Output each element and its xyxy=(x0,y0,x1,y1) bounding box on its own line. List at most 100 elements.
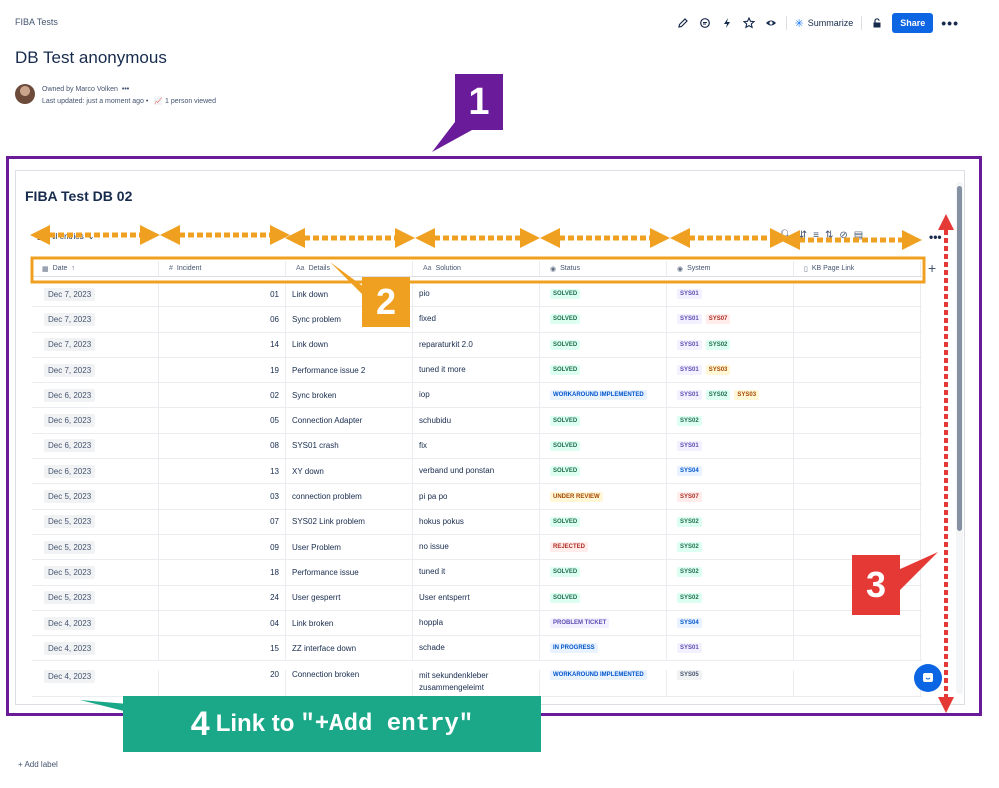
kb-page-link-cell[interactable] xyxy=(794,307,921,332)
system-cell[interactable]: SYS04 xyxy=(667,459,794,484)
table-row[interactable]: Dec 6, 2023 02 Sync broken iop WORKAROUND IM… xyxy=(32,383,922,409)
incident-cell[interactable]: 06 xyxy=(159,307,286,332)
column-header[interactable]: ▯ KB Page Link xyxy=(794,261,921,276)
edit-pencil-icon[interactable] xyxy=(676,16,690,30)
kb-page-link-cell[interactable] xyxy=(794,509,921,534)
details-cell[interactable]: Connection Adapter xyxy=(286,408,413,433)
solution-cell[interactable]: verband und ponstan xyxy=(413,459,540,484)
incident-cell[interactable]: 07 xyxy=(159,509,286,534)
system-cell[interactable]: SYS01 SYS02 xyxy=(667,332,794,357)
status-cell[interactable]: SOLVED xyxy=(540,459,667,484)
solution-cell[interactable]: schubidu xyxy=(413,408,540,433)
scrollbar-thumb[interactable] xyxy=(957,186,962,531)
hide-fields-icon[interactable]: ⊘ xyxy=(839,230,848,241)
sort-ascending-icon[interactable]: ↑ xyxy=(71,265,75,272)
status-cell[interactable]: REJECTED xyxy=(540,534,667,560)
status-cell[interactable]: SOLVED xyxy=(540,307,667,332)
table-row[interactable]: Dec 7, 2023 01 Link down pio SOLVED SYS01 xyxy=(32,282,922,308)
table-row[interactable]: Dec 7, 2023 06 Sync problem fixed SOLVED SYS0… xyxy=(32,307,922,333)
table-row[interactable]: Dec 4, 2023 15 ZZ interface down schade IN P… xyxy=(32,636,922,662)
table-row[interactable]: Dec 5, 2023 03 connection problem pi pa po U… xyxy=(32,484,922,510)
incident-cell[interactable]: 18 xyxy=(159,560,286,585)
solution-cell[interactable]: no issue xyxy=(413,534,540,560)
details-cell[interactable]: User gesperrt xyxy=(286,585,413,610)
automation-bolt-icon[interactable] xyxy=(720,16,734,30)
solution-cell[interactable]: iop xyxy=(413,383,540,408)
details-cell[interactable]: Performance issue 2 xyxy=(286,357,413,383)
date-cell[interactable]: Dec 6, 2023 xyxy=(32,433,159,459)
kb-page-link-cell[interactable] xyxy=(794,357,921,383)
status-cell[interactable]: SOLVED xyxy=(540,282,667,307)
table-row[interactable]: Dec 5, 2023 07 SYS02 Link problem hokus pok… xyxy=(32,509,922,535)
add-label-button[interactable]: + Add label xyxy=(18,760,58,769)
table-row[interactable]: Dec 6, 2023 08 SYS01 crash fix SOLVED SYS01 xyxy=(32,433,922,460)
system-cell[interactable]: SYS02 xyxy=(667,509,794,534)
details-cell[interactable]: SYS01 crash xyxy=(286,433,413,459)
solution-cell[interactable]: tuned it xyxy=(413,560,540,585)
page-more-actions-button[interactable]: ••• xyxy=(941,15,959,31)
view-selector[interactable]: ▦ All entries ⌄ xyxy=(37,232,94,241)
add-column-button[interactable]: + xyxy=(928,260,937,276)
kb-page-link-cell[interactable] xyxy=(794,332,921,357)
system-cell[interactable]: SYS02 xyxy=(667,560,794,585)
kb-page-link-cell[interactable] xyxy=(794,585,921,610)
incident-cell[interactable]: 01 xyxy=(159,282,286,307)
system-cell[interactable]: SYS01 SYS07 xyxy=(667,307,794,332)
details-cell[interactable]: Connection broken xyxy=(286,670,413,697)
details-cell[interactable]: Performance issue xyxy=(286,560,413,585)
system-cell[interactable]: SYS01 SYS03 xyxy=(667,357,794,383)
incident-cell[interactable]: 03 xyxy=(159,484,286,509)
watch-eye-icon[interactable] xyxy=(764,16,778,30)
column-header[interactable]: ◉ Status xyxy=(540,261,667,276)
table-row[interactable]: Dec 7, 2023 14 Link down reparaturkit 2.0 SO… xyxy=(32,332,922,358)
details-cell[interactable]: Sync broken xyxy=(286,383,413,408)
chat-help-button[interactable] xyxy=(914,664,942,692)
solution-cell[interactable]: hokus pokus xyxy=(413,509,540,534)
incident-cell[interactable]: 20 xyxy=(159,670,286,697)
solution-cell[interactable]: User entsperrt xyxy=(413,585,540,610)
status-cell[interactable]: WORKAROUND IMPLEMENTED xyxy=(540,383,667,408)
system-cell[interactable]: SYS01 xyxy=(667,433,794,459)
column-header[interactable]: Aa Details xyxy=(286,261,413,276)
kb-page-link-cell[interactable] xyxy=(794,636,921,661)
column-header[interactable]: Aa Solution xyxy=(413,261,540,276)
comment-icon[interactable] xyxy=(698,16,712,30)
kb-page-link-cell[interactable] xyxy=(794,433,921,459)
details-cell[interactable]: Link down xyxy=(286,332,413,357)
date-cell[interactable]: Dec 7, 2023 xyxy=(32,332,159,357)
sort-icon[interactable]: ⇵ xyxy=(798,230,808,241)
date-cell[interactable]: Dec 7, 2023 xyxy=(32,282,159,307)
system-cell[interactable]: SYS05 xyxy=(667,670,794,697)
kb-page-link-cell[interactable] xyxy=(794,670,921,697)
breadcrumb[interactable]: FIBA Tests xyxy=(15,17,58,27)
solution-cell[interactable]: schade xyxy=(413,636,540,661)
solution-cell[interactable]: fixed xyxy=(413,307,540,332)
incident-cell[interactable]: 02 xyxy=(159,383,286,408)
column-header[interactable]: # Incident xyxy=(159,261,286,276)
details-cell[interactable]: SYS02 Link problem xyxy=(286,509,413,534)
status-cell[interactable]: WORKAROUND IMPLEMENTED xyxy=(540,670,667,697)
filter-icon[interactable]: ≡ xyxy=(813,230,819,241)
column-header[interactable]: ◉ System xyxy=(667,261,794,276)
status-cell[interactable]: UNDER REVIEW xyxy=(540,484,667,509)
system-cell[interactable]: SYS01 xyxy=(667,636,794,661)
date-cell[interactable]: Dec 6, 2023 xyxy=(32,408,159,433)
system-cell[interactable]: SYS01 xyxy=(667,282,794,307)
incident-cell[interactable]: 19 xyxy=(159,357,286,383)
table-row[interactable]: Dec 7, 2023 19 Performance issue 2 tuned it… xyxy=(32,357,922,384)
layout-icon[interactable]: ▤ xyxy=(853,230,864,241)
system-cell[interactable]: SYS04 xyxy=(667,610,794,636)
kb-page-link-cell[interactable] xyxy=(794,383,921,408)
date-cell[interactable]: Dec 4, 2023 xyxy=(32,670,159,697)
kb-page-link-cell[interactable] xyxy=(794,610,921,636)
solution-cell[interactable]: pi pa po xyxy=(413,484,540,509)
database-more-button[interactable]: ••• xyxy=(929,230,942,244)
date-cell[interactable]: Dec 5, 2023 xyxy=(32,509,159,534)
table-row[interactable]: Dec 6, 2023 13 XY down verband und ponstan S… xyxy=(32,459,922,485)
kb-page-link-cell[interactable] xyxy=(794,282,921,307)
viewers-count[interactable]: 1 person viewed xyxy=(164,98,216,105)
system-cell[interactable]: SYS07 xyxy=(667,484,794,509)
date-cell[interactable]: Dec 5, 2023 xyxy=(32,560,159,585)
date-cell[interactable]: Dec 5, 2023 xyxy=(32,534,159,560)
details-cell[interactable]: ZZ interface down xyxy=(286,636,413,661)
